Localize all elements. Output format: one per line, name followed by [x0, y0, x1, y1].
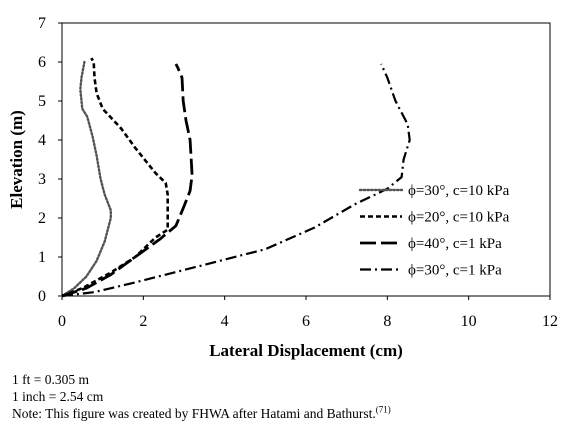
y-tick-label: 0 [38, 288, 46, 305]
series-line-3 [61, 63, 194, 298]
y-tick-label: 6 [38, 54, 46, 71]
series-line-2 [61, 57, 169, 298]
legend-label-2: ϕ=20°, c=10 kPa [408, 210, 510, 226]
x-tick-label: 6 [302, 313, 310, 330]
x-tick-label: 10 [461, 313, 477, 330]
y-tick-label: 4 [38, 132, 46, 149]
x-tick-label: 0 [58, 313, 66, 330]
note-source-text: Note: This figure was created by FHWA af… [12, 406, 376, 421]
legend-label-3: ϕ=40°, c=1 kPa [408, 236, 502, 252]
legend-label-4: ϕ=30°, c=1 kPa [408, 263, 502, 279]
note-source: Note: This figure was created by FHWA af… [12, 405, 391, 422]
y-tick-label: 1 [38, 249, 46, 266]
series-line-4 [61, 63, 411, 298]
legend-label-1: ϕ=30°, c=10 kPa [408, 183, 510, 199]
note-reference: (71) [375, 404, 391, 415]
x-tick-label: 8 [383, 313, 391, 330]
series-line-1 [60, 60, 112, 298]
x-tick-label: 4 [221, 313, 229, 330]
x-axis-label: Lateral Displacement (cm) [209, 341, 403, 360]
x-tick-label: 12 [542, 313, 558, 330]
y-tick-label: 3 [38, 171, 46, 188]
note-inch-conversion: 1 inch = 2.54 cm [12, 389, 104, 404]
y-tick-label: 2 [38, 210, 46, 227]
x-tick-label: 2 [139, 313, 147, 330]
plot-area-frame [61, 22, 551, 297]
y-tick-label: 5 [38, 93, 46, 110]
chart-legend: ϕ=30°, c=10 kPa ϕ=20°, c=10 kPa ϕ=40°, c=1… [358, 183, 510, 279]
figure-notes: 1 ft = 0.305 m 1 inch = 2.54 cm Note: Th… [12, 371, 391, 422]
note-ft-conversion: 1 ft = 0.305 m [12, 372, 89, 387]
y-axis-label: Elevation (m) [7, 110, 26, 209]
y-tick-label: 7 [38, 15, 46, 32]
chart-series-layer [60, 57, 411, 298]
